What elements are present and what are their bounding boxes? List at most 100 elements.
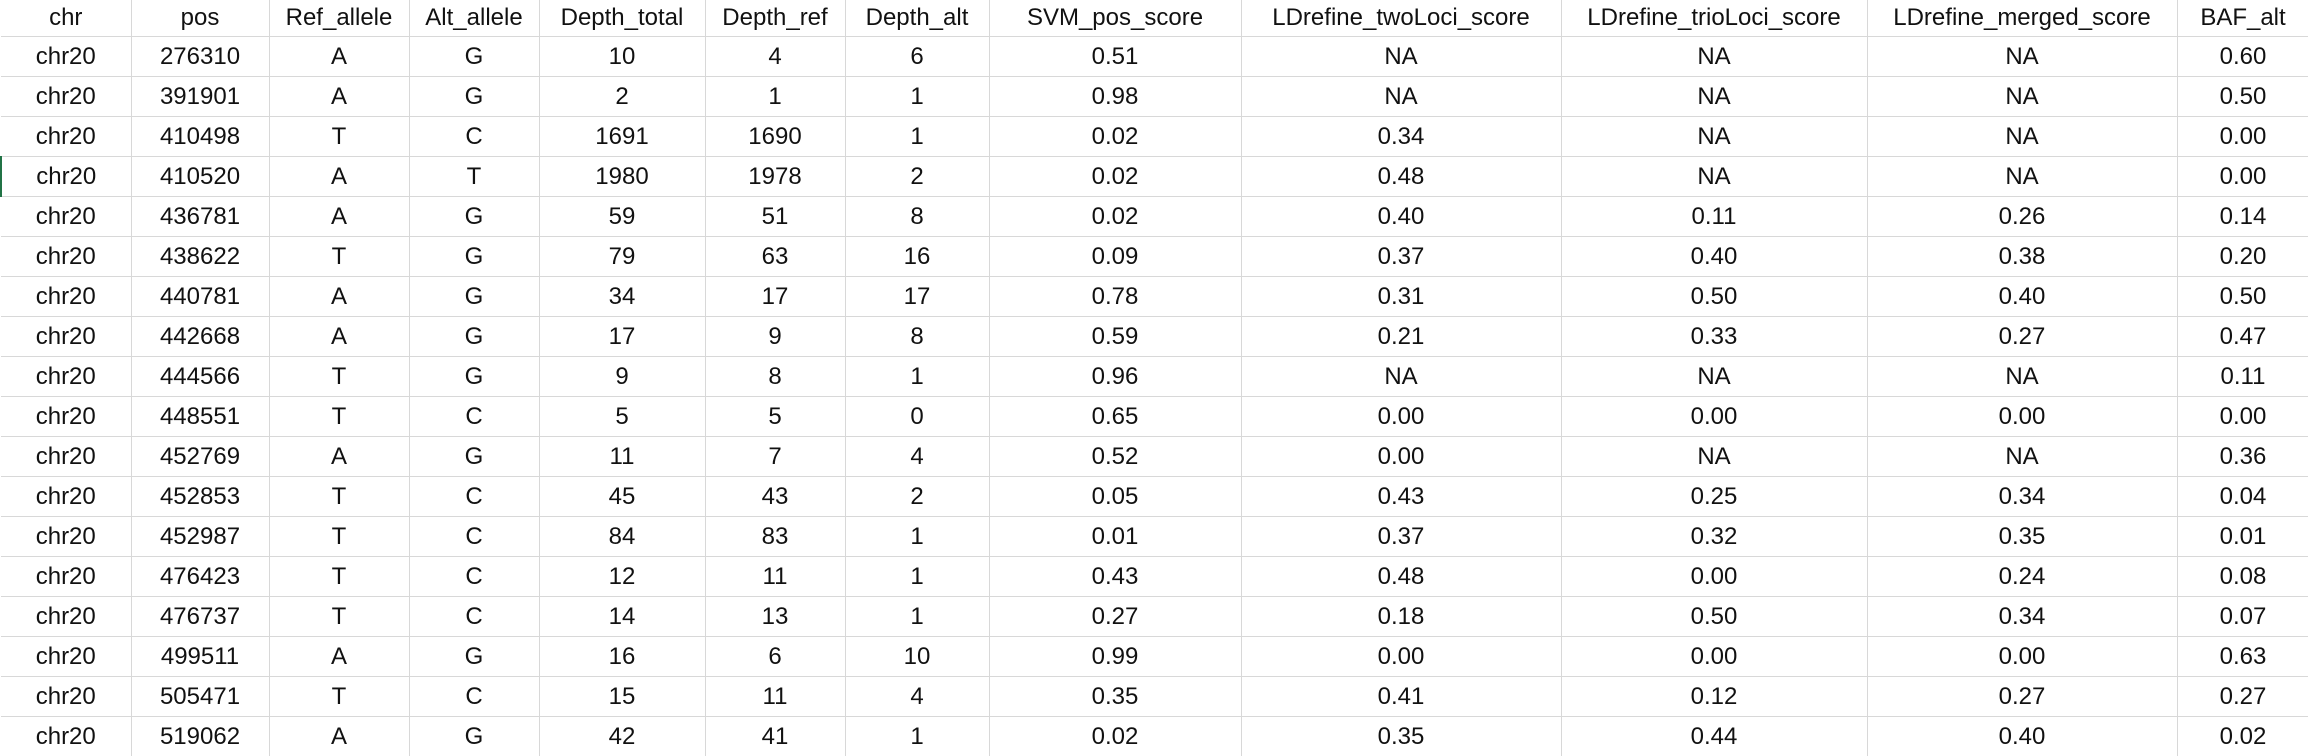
table-cell[interactable]: 2 <box>845 156 990 197</box>
column-header[interactable]: Depth_alt <box>845 0 990 37</box>
table-cell[interactable]: 1 <box>845 516 990 557</box>
table-cell[interactable]: 1978 <box>705 156 846 197</box>
column-header[interactable]: Ref_allele <box>269 0 410 37</box>
table-cell[interactable]: 519062 <box>131 716 270 756</box>
table-cell[interactable]: 0.50 <box>2177 276 2308 317</box>
table-cell[interactable]: 1 <box>845 356 990 397</box>
table-cell[interactable]: 0.04 <box>2177 476 2308 517</box>
table-cell[interactable]: chr20 <box>1 436 132 477</box>
table-cell[interactable]: NA <box>1867 116 2178 157</box>
table-cell[interactable]: 4 <box>845 676 990 717</box>
table-cell[interactable]: 34 <box>539 276 706 317</box>
table-cell[interactable]: G <box>409 436 540 477</box>
column-header[interactable]: LDrefine_trioLoci_score <box>1561 0 1868 37</box>
table-row[interactable]: chr20 391901 A G 2 1 1 0.98 NA NA NA 0.50 <box>1 76 2308 117</box>
table-cell[interactable]: 444566 <box>131 356 270 397</box>
table-cell[interactable]: T <box>269 516 410 557</box>
table-cell[interactable]: 0.09 <box>989 236 1242 277</box>
table-cell[interactable]: 0.00 <box>2177 396 2308 437</box>
table-cell[interactable]: 0.01 <box>2177 516 2308 557</box>
table-cell[interactable]: 0.02 <box>989 156 1242 197</box>
table-cell[interactable]: 0.00 <box>2177 116 2308 157</box>
table-cell[interactable]: 1691 <box>539 116 706 157</box>
table-cell[interactable]: NA <box>1867 156 2178 197</box>
table-row[interactable]: chr20 499511 A G 16 6 10 0.99 0.00 0.00 0.00 0.63 <box>1 636 2308 677</box>
table-cell[interactable]: G <box>409 636 540 677</box>
table-cell[interactable]: chr20 <box>1 196 132 237</box>
table-cell[interactable]: 79 <box>539 236 706 277</box>
table-cell[interactable]: chr20 <box>1 676 132 717</box>
table-cell[interactable]: 0.27 <box>989 596 1242 637</box>
table-cell[interactable]: 0.47 <box>2177 316 2308 357</box>
table-cell[interactable]: 0.50 <box>1561 596 1868 637</box>
table-cell[interactable]: 476737 <box>131 596 270 637</box>
table-cell[interactable]: 16 <box>539 636 706 677</box>
column-header[interactable]: BAF_alt <box>2177 0 2308 37</box>
table-row[interactable]: chr20 440781 A G 34 17 17 0.78 0.31 0.50 0.40 0.50 <box>1 276 2308 317</box>
table-cell[interactable]: 0.40 <box>1241 196 1562 237</box>
table-cell[interactable]: T <box>269 556 410 597</box>
table-cell[interactable]: T <box>269 676 410 717</box>
table-cell[interactable]: 0.37 <box>1241 516 1562 557</box>
column-header[interactable]: Alt_allele <box>409 0 540 37</box>
table-row[interactable]: chr20 410520 A T 1980 1978 2 0.02 0.48 NA NA 0.00 <box>0 156 2308 197</box>
table-cell[interactable]: A <box>269 76 410 117</box>
table-cell[interactable]: chr20 <box>1 276 132 317</box>
table-cell[interactable]: 0.96 <box>989 356 1242 397</box>
table-cell[interactable]: NA <box>1561 356 1868 397</box>
column-header[interactable]: SVM_pos_score <box>989 0 1242 37</box>
table-cell[interactable]: NA <box>1561 36 1868 77</box>
table-cell[interactable]: 0.50 <box>1561 276 1868 317</box>
table-cell[interactable]: NA <box>1867 436 2178 477</box>
table-cell[interactable]: 0.18 <box>1241 596 1562 637</box>
table-cell[interactable]: 4 <box>845 436 990 477</box>
table-cell[interactable]: G <box>409 316 540 357</box>
table-cell[interactable]: T <box>269 236 410 277</box>
table-cell[interactable]: A <box>269 636 410 677</box>
table-cell[interactable]: chr20 <box>1 556 132 597</box>
table-cell[interactable]: 1 <box>845 596 990 637</box>
table-cell[interactable]: 13 <box>705 596 846 637</box>
table-cell[interactable]: 8 <box>705 356 846 397</box>
table-cell[interactable]: C <box>409 596 540 637</box>
table-cell[interactable]: 0.02 <box>989 116 1242 157</box>
table-cell[interactable]: 6 <box>705 636 846 677</box>
table-cell[interactable]: 84 <box>539 516 706 557</box>
table-cell[interactable]: C <box>409 116 540 157</box>
table-row[interactable]: chr20 444566 T G 9 8 1 0.96 NA NA NA 0.11 <box>1 356 2308 397</box>
table-cell[interactable]: NA <box>1867 36 2178 77</box>
table-cell[interactable]: NA <box>1867 76 2178 117</box>
table-cell[interactable]: 0.36 <box>2177 436 2308 477</box>
table-cell[interactable]: chr20 <box>1 516 132 557</box>
table-cell[interactable]: 0.63 <box>2177 636 2308 677</box>
table-cell[interactable]: 16 <box>845 236 990 277</box>
table-cell[interactable]: 442668 <box>131 316 270 357</box>
table-row[interactable]: chr20 505471 T C 15 11 4 0.35 0.41 0.12 0.27 0.27 <box>1 676 2308 717</box>
table-cell[interactable]: 10 <box>539 36 706 77</box>
table-cell[interactable]: NA <box>1241 356 1562 397</box>
table-cell[interactable]: 0.43 <box>989 556 1242 597</box>
table-cell[interactable]: C <box>409 556 540 597</box>
table-cell[interactable]: chr20 <box>1 236 132 277</box>
table-cell[interactable]: 0.02 <box>989 196 1242 237</box>
table-cell[interactable]: C <box>409 476 540 517</box>
table-cell[interactable]: 0.01 <box>989 516 1242 557</box>
table-cell[interactable]: 0.27 <box>1867 316 2178 357</box>
table-cell[interactable]: 0.38 <box>1867 236 2178 277</box>
table-cell[interactable]: 0.00 <box>1241 396 1562 437</box>
table-cell[interactable]: 0.60 <box>2177 36 2308 77</box>
table-cell[interactable]: 1690 <box>705 116 846 157</box>
table-cell[interactable]: 8 <box>845 196 990 237</box>
table-cell[interactable]: 2 <box>845 476 990 517</box>
table-cell[interactable]: 15 <box>539 676 706 717</box>
table-cell[interactable]: 12 <box>539 556 706 597</box>
table-cell[interactable]: 17 <box>845 276 990 317</box>
table-cell[interactable]: C <box>409 676 540 717</box>
table-cell[interactable]: 0.35 <box>1867 516 2178 557</box>
table-row[interactable]: chr20 442668 A G 17 9 8 0.59 0.21 0.33 0.27 0.47 <box>1 316 2308 357</box>
table-cell[interactable]: 41 <box>705 716 846 756</box>
table-cell[interactable]: 452987 <box>131 516 270 557</box>
table-cell[interactable]: 0.11 <box>1561 196 1868 237</box>
